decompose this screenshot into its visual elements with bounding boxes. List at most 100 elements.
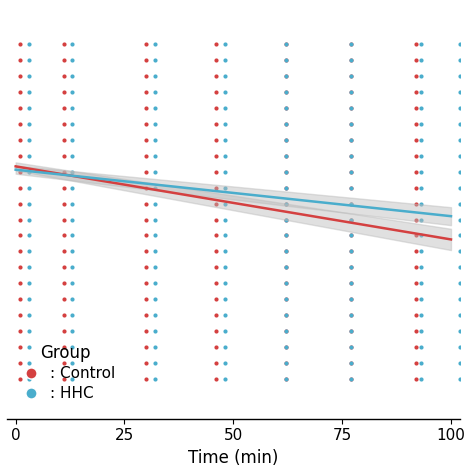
- Point: [212, 232, 219, 239]
- Point: [68, 104, 76, 112]
- Point: [60, 216, 67, 223]
- Point: [282, 232, 289, 239]
- Point: [221, 328, 228, 335]
- Point: [347, 311, 355, 319]
- Point: [25, 264, 33, 271]
- Point: [417, 328, 424, 335]
- Point: [347, 136, 355, 144]
- Point: [282, 295, 289, 303]
- Point: [25, 359, 33, 367]
- Point: [151, 72, 159, 80]
- Point: [25, 375, 33, 383]
- Point: [347, 104, 355, 112]
- Point: [25, 200, 33, 207]
- Point: [282, 136, 289, 144]
- Point: [456, 359, 464, 367]
- Point: [347, 72, 355, 80]
- Point: [282, 56, 289, 64]
- Point: [221, 56, 228, 64]
- Point: [68, 56, 76, 64]
- Point: [212, 152, 219, 160]
- Point: [417, 232, 424, 239]
- Point: [68, 375, 76, 383]
- Point: [282, 152, 289, 160]
- Point: [25, 328, 33, 335]
- Point: [60, 359, 67, 367]
- Point: [417, 359, 424, 367]
- Point: [412, 152, 420, 160]
- Point: [347, 40, 355, 48]
- Point: [68, 200, 76, 207]
- Point: [417, 264, 424, 271]
- Point: [16, 295, 24, 303]
- Point: [143, 264, 150, 271]
- Point: [221, 200, 228, 207]
- Point: [221, 343, 228, 351]
- Point: [456, 184, 464, 191]
- Point: [16, 232, 24, 239]
- Point: [68, 328, 76, 335]
- Point: [16, 216, 24, 223]
- Point: [417, 120, 424, 128]
- Point: [347, 359, 355, 367]
- Point: [212, 247, 219, 255]
- Point: [16, 40, 24, 48]
- Point: [282, 104, 289, 112]
- Point: [347, 200, 355, 207]
- Point: [60, 168, 67, 175]
- Point: [456, 247, 464, 255]
- Point: [347, 184, 355, 191]
- Point: [25, 56, 33, 64]
- Point: [60, 136, 67, 144]
- Point: [60, 264, 67, 271]
- Point: [151, 232, 159, 239]
- Point: [221, 375, 228, 383]
- Point: [60, 104, 67, 112]
- Point: [347, 375, 355, 383]
- Point: [25, 232, 33, 239]
- Point: [282, 104, 289, 112]
- Point: [16, 120, 24, 128]
- Point: [68, 280, 76, 287]
- Point: [212, 88, 219, 96]
- Point: [151, 120, 159, 128]
- Point: [25, 343, 33, 351]
- Point: [68, 168, 76, 175]
- Point: [143, 88, 150, 96]
- Point: [347, 120, 355, 128]
- Point: [143, 72, 150, 80]
- Point: [16, 184, 24, 191]
- Point: [143, 375, 150, 383]
- Point: [347, 343, 355, 351]
- Legend: : Control, : HHC: : Control, : HHC: [10, 337, 121, 407]
- Point: [151, 88, 159, 96]
- Point: [16, 280, 24, 287]
- Point: [412, 359, 420, 367]
- Point: [282, 343, 289, 351]
- Point: [417, 295, 424, 303]
- Point: [412, 168, 420, 175]
- Point: [60, 200, 67, 207]
- Point: [16, 343, 24, 351]
- Point: [212, 328, 219, 335]
- Point: [68, 311, 76, 319]
- Point: [347, 88, 355, 96]
- Point: [282, 40, 289, 48]
- Point: [68, 343, 76, 351]
- Point: [282, 200, 289, 207]
- Point: [282, 40, 289, 48]
- Point: [16, 200, 24, 207]
- Point: [143, 343, 150, 351]
- Point: [417, 56, 424, 64]
- Point: [60, 152, 67, 160]
- Point: [60, 120, 67, 128]
- Point: [282, 247, 289, 255]
- Point: [347, 216, 355, 223]
- Point: [212, 40, 219, 48]
- Point: [25, 120, 33, 128]
- Point: [151, 295, 159, 303]
- Point: [143, 216, 150, 223]
- Point: [456, 120, 464, 128]
- Point: [456, 72, 464, 80]
- Point: [282, 328, 289, 335]
